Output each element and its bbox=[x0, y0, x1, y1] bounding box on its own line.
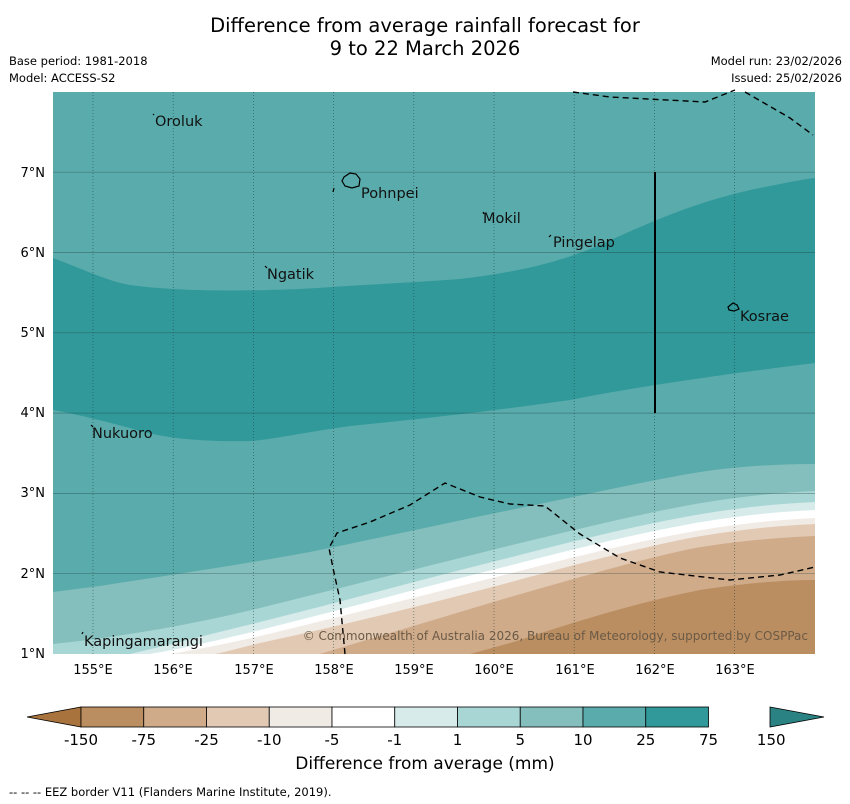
colorbar-cell-3 bbox=[206, 706, 270, 728]
colorbar-label: -1 bbox=[387, 731, 402, 749]
colorbar-label: -10 bbox=[257, 731, 282, 749]
colorbar-cell-8 bbox=[519, 706, 584, 728]
title-line-2: 9 to 22 March 2026 bbox=[329, 37, 521, 60]
lat-tick-4: 4°N bbox=[21, 406, 46, 421]
colorbar-labels: -150 -75 -25 -10 -5 -1 1 5 10 25 75 150 bbox=[64, 731, 786, 749]
colorbar-label: 150 bbox=[757, 731, 786, 749]
colorbar-label: 5 bbox=[515, 731, 525, 749]
copyright-text: © Commonwealth of Australia 2026, Bureau… bbox=[303, 629, 808, 643]
eez-border-northeast bbox=[744, 91, 814, 136]
place-label-nukuoro: Nukuoro bbox=[92, 426, 153, 442]
pohnpei-island-icon bbox=[341, 172, 361, 189]
place-label-kosrae: Kosrae bbox=[740, 309, 789, 325]
colorbar-label: -75 bbox=[132, 731, 157, 749]
field-minus-75-25 bbox=[470, 580, 815, 654]
colorbar-label: -25 bbox=[194, 731, 219, 749]
lon-tick-157: 157°E bbox=[234, 663, 274, 678]
eez-border-south bbox=[328, 482, 816, 655]
eez-legend-note: -- -- -- EEZ border V11 (Flanders Marine… bbox=[9, 785, 332, 799]
colorbar-cell-1 bbox=[80, 706, 145, 728]
colorbar-label: 25 bbox=[636, 731, 655, 749]
lon-tick-160: 160°E bbox=[474, 663, 514, 678]
eez-border-north bbox=[572, 89, 736, 103]
lon-tick-155: 155°E bbox=[73, 663, 113, 678]
colorbar-cells bbox=[80, 706, 709, 728]
lat-tick-3: 3°N bbox=[21, 486, 46, 501]
colorbar-label: 75 bbox=[699, 731, 718, 749]
colorbar: -150 -75 -25 -10 -5 -1 1 5 10 25 75 150 bbox=[26, 706, 825, 749]
chart-title: Difference from average rainfall forecas… bbox=[0, 14, 850, 60]
field-75-150 bbox=[53, 178, 815, 442]
colorbar-cell-9 bbox=[582, 706, 647, 728]
kapingamarangi-atoll-icon bbox=[81, 631, 84, 635]
colorbar-label: 10 bbox=[573, 731, 592, 749]
lon-tick-161: 161°E bbox=[555, 663, 595, 678]
place-label-pingelap: Pingelap bbox=[553, 235, 615, 251]
lon-tick-163: 163°E bbox=[715, 663, 755, 678]
axis-ticks: 1°N 2°N 3°N 4°N 5°N 6°N 7°N 155°E 156°E … bbox=[21, 166, 755, 678]
ant-atoll-icon bbox=[332, 187, 335, 193]
gridlines bbox=[53, 92, 815, 654]
colorbar-cell-2 bbox=[143, 706, 207, 728]
place-label-ngatik: Ngatik bbox=[267, 267, 315, 283]
colorbar-cell-7 bbox=[457, 706, 521, 728]
colorbar-cell-6 bbox=[394, 706, 458, 728]
colorbar-cell-10 bbox=[645, 706, 709, 728]
lon-tick-156: 156°E bbox=[153, 663, 193, 678]
mokil-atoll-icon bbox=[482, 211, 485, 215]
place-label-kapingamarangi: Kapingamarangi bbox=[84, 634, 203, 650]
colorbar-arrow-min bbox=[26, 706, 82, 728]
kosrae-island-icon bbox=[727, 302, 740, 312]
title-line-1: Difference from average rainfall forecas… bbox=[210, 14, 640, 37]
colorbar-label: -150 bbox=[64, 731, 98, 749]
lat-tick-6: 6°N bbox=[21, 246, 46, 261]
place-label-oroluk: Oroluk bbox=[155, 114, 203, 130]
oroluk-atoll-icon bbox=[152, 113, 155, 116]
lon-tick-159: 159°E bbox=[394, 663, 434, 678]
issued-text: Issued: 25/02/2026 bbox=[731, 71, 842, 85]
base-period-text: Base period: 1981-2018 bbox=[9, 54, 148, 68]
nukuoro-atoll-icon bbox=[90, 424, 94, 428]
meta-right: Model run: 23/02/2026 Issued: 25/02/2026 bbox=[711, 53, 842, 87]
model-run-text: Model run: 23/02/2026 bbox=[710, 54, 842, 68]
place-labels: Oroluk Pohnpei Mokil Pingelap Ngatik Kos… bbox=[84, 114, 789, 650]
lat-tick-5: 5°N bbox=[21, 326, 46, 341]
meta-left: Base period: 1981-2018 Model: ACCESS-S2 bbox=[9, 53, 148, 87]
anomaly-fields bbox=[53, 92, 815, 654]
lat-tick-7: 7°N bbox=[21, 166, 46, 181]
colorbar-cell-5 bbox=[331, 706, 396, 728]
colorbar-arrow-max bbox=[769, 706, 825, 728]
pingelap-atoll-icon bbox=[548, 234, 552, 238]
lat-tick-1: 1°N bbox=[21, 647, 46, 662]
lon-tick-162: 162°E bbox=[635, 663, 675, 678]
ngatik-atoll-icon bbox=[264, 265, 268, 269]
place-label-mokil: Mokil bbox=[483, 211, 521, 227]
colorbar-label: 1 bbox=[453, 731, 463, 749]
colorbar-title: Difference from average (mm) bbox=[295, 754, 555, 774]
place-label-pohnpei: Pohnpei bbox=[361, 186, 419, 202]
colorbar-cell-4 bbox=[268, 706, 333, 728]
eez-borders bbox=[328, 89, 816, 655]
lon-tick-158: 158°E bbox=[314, 663, 354, 678]
colorbar-label: -5 bbox=[325, 731, 340, 749]
lat-tick-2: 2°N bbox=[21, 567, 46, 582]
model-text: Model: ACCESS-S2 bbox=[9, 71, 116, 85]
islands bbox=[81, 113, 740, 635]
